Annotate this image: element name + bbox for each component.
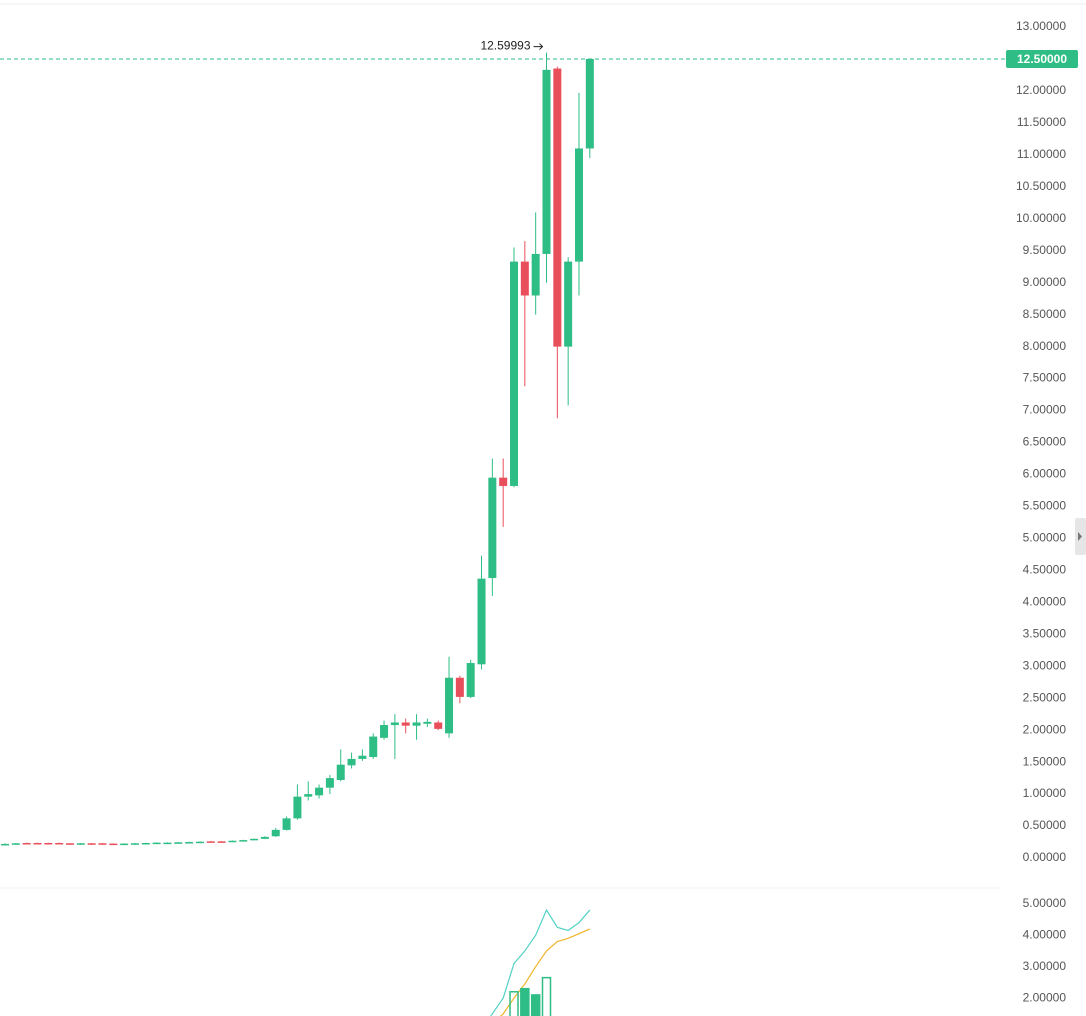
candle-body <box>185 842 194 844</box>
volume-bar <box>530 994 541 1016</box>
candle-body <box>434 722 443 729</box>
candle-body <box>336 764 345 781</box>
candle-body <box>130 843 139 845</box>
candle-body <box>217 841 226 843</box>
y-tick-label: 0.50000 <box>1023 818 1067 832</box>
candle-body <box>271 829 280 837</box>
lower-tick-label: 2.00000 <box>1023 990 1067 1004</box>
y-tick-label: 10.00000 <box>1016 211 1066 225</box>
lower-tick-label: 4.00000 <box>1023 927 1067 941</box>
y-tick-label: 6.00000 <box>1023 467 1067 481</box>
candle-body <box>574 148 583 262</box>
y-tick-label: 5.00000 <box>1023 531 1067 545</box>
y-tick-label: 6.50000 <box>1023 435 1067 449</box>
y-tick-label: 7.50000 <box>1023 371 1067 385</box>
candle-body <box>466 663 475 697</box>
candle-body <box>152 842 161 845</box>
candle-body <box>553 68 562 347</box>
y-tick-label: 3.50000 <box>1023 626 1067 640</box>
lower-tick-label: 5.00000 <box>1023 896 1067 910</box>
candle-body <box>585 58 594 149</box>
lower-tick-label: 3.00000 <box>1023 959 1067 973</box>
volume-bar <box>520 987 530 1016</box>
scroll-arrow <box>1078 532 1082 541</box>
y-tick-label: 8.00000 <box>1023 339 1067 353</box>
candle-body <box>22 842 31 845</box>
lower-pane <box>490 908 591 1016</box>
y-tick-label: 9.00000 <box>1023 275 1067 289</box>
y-tick-label: 1.50000 <box>1023 754 1067 768</box>
candle-body <box>315 787 324 796</box>
candle-body <box>499 477 508 486</box>
y-tick-label: 12.00000 <box>1016 83 1066 97</box>
candle-body <box>120 843 129 846</box>
candle-body <box>510 261 519 486</box>
candle-body <box>358 755 367 759</box>
candle-body <box>304 794 313 797</box>
candle-body <box>141 842 150 845</box>
y-tick-label: 7.00000 <box>1023 403 1067 417</box>
y-tick-label: 9.50000 <box>1023 243 1067 257</box>
y-tick-label: 2.50000 <box>1023 690 1067 704</box>
high-label: 12.59993 <box>480 39 530 53</box>
y-tick-label: 2.00000 <box>1023 722 1067 736</box>
high-arrow <box>533 43 544 50</box>
y-tick-label: 3.00000 <box>1023 658 1067 672</box>
candle-body <box>531 253 540 296</box>
candle-body <box>44 842 53 845</box>
candle-body <box>445 677 454 734</box>
y-tick-label: 0.00000 <box>1023 850 1067 864</box>
candle-body <box>542 69 551 254</box>
candle-body <box>390 722 399 726</box>
indicator-line <box>490 908 591 1016</box>
y-tick-label: 10.50000 <box>1016 179 1066 193</box>
candle-body <box>477 578 486 665</box>
candle-body <box>163 842 172 845</box>
candle-body <box>412 722 421 726</box>
candle-body <box>347 758 356 766</box>
candle-body <box>65 843 74 845</box>
candle-body <box>195 841 204 844</box>
candle-body <box>228 840 237 843</box>
candle-body <box>520 261 529 296</box>
y-tick-label: 11.50000 <box>1017 115 1066 129</box>
candle-body <box>174 842 183 844</box>
candle-body <box>369 736 378 758</box>
volume-bar <box>541 976 552 1016</box>
last-price-label: 12.50000 <box>1017 52 1067 66</box>
y-tick-label: 5.50000 <box>1023 499 1067 513</box>
candle-body <box>1 843 9 846</box>
y-tick-label: 1.00000 <box>1023 786 1067 800</box>
y-tick-label: 8.50000 <box>1023 307 1067 321</box>
y-tick-label: 11.00000 <box>1017 147 1066 161</box>
candle-body <box>325 778 334 788</box>
candle-body <box>293 796 302 819</box>
candle-body <box>239 840 248 842</box>
candle-body <box>206 841 215 843</box>
candle-body <box>455 677 464 697</box>
y-tick-label: 4.50000 <box>1023 563 1067 577</box>
candle-body <box>33 842 42 845</box>
candle-body <box>109 843 118 846</box>
candle-body <box>380 725 389 738</box>
candle-body <box>401 722 410 726</box>
candle-body <box>87 843 96 845</box>
candle-body <box>250 838 259 841</box>
last-price-tag <box>1006 49 1078 68</box>
volume-bar <box>509 991 519 1016</box>
candle-body <box>282 818 291 830</box>
candle-body <box>423 721 432 724</box>
candle-body <box>98 843 107 845</box>
y-tick-label: 4.00000 <box>1023 594 1067 608</box>
candle-body <box>260 836 269 839</box>
candle-body <box>76 843 85 845</box>
candle-body <box>564 261 573 347</box>
y-tick-label: 13.00000 <box>1016 19 1066 33</box>
indicator-line <box>499 928 591 1016</box>
candle-body <box>11 843 20 845</box>
candle-body <box>55 842 64 845</box>
candle-body <box>488 477 497 579</box>
